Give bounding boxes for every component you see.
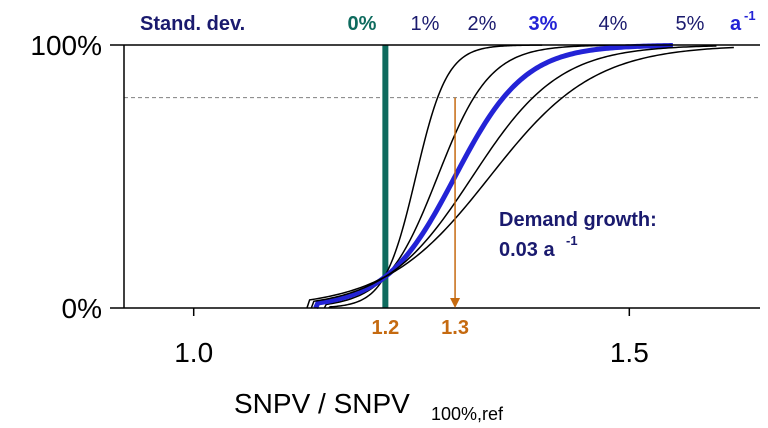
demand-growth-exponent: -1 bbox=[566, 233, 578, 248]
marker-arrow-head bbox=[450, 298, 461, 308]
y-tick-label: 100% bbox=[30, 30, 102, 61]
x-axis-label-subscript: 100%,ref bbox=[431, 404, 504, 424]
legend-item-3pct: 3% bbox=[529, 13, 558, 35]
marker-label-1-2: 1.2 bbox=[371, 317, 399, 339]
legend-item-4pct: 4% bbox=[599, 13, 628, 35]
demand-growth-label: Demand growth: bbox=[499, 209, 657, 231]
series-line-3pct bbox=[313, 43, 673, 310]
x-tick-label: 1.5 bbox=[610, 337, 649, 368]
legend-item-1pct: 1% bbox=[411, 13, 440, 35]
legend-item-5pct: 5% bbox=[676, 13, 705, 35]
legend-item-2pct: 2% bbox=[468, 13, 497, 35]
series-line-5pct bbox=[306, 46, 734, 309]
marker-label-1-3: 1.3 bbox=[441, 317, 469, 339]
series-line-2pct bbox=[323, 44, 630, 309]
y-tick-label: 0% bbox=[62, 293, 102, 324]
x-axis-label: SNPV / SNPV bbox=[234, 388, 410, 419]
legend-item-0pct: 0% bbox=[348, 13, 377, 35]
demand-growth-value: 0.03 a bbox=[499, 239, 555, 261]
legend-unit: a bbox=[730, 13, 742, 35]
x-tick-label: 1.0 bbox=[174, 337, 213, 368]
legend-title: Stand. dev. bbox=[140, 13, 245, 35]
series-line-1pct bbox=[328, 44, 543, 309]
legend-unit-exponent: -1 bbox=[744, 8, 756, 23]
